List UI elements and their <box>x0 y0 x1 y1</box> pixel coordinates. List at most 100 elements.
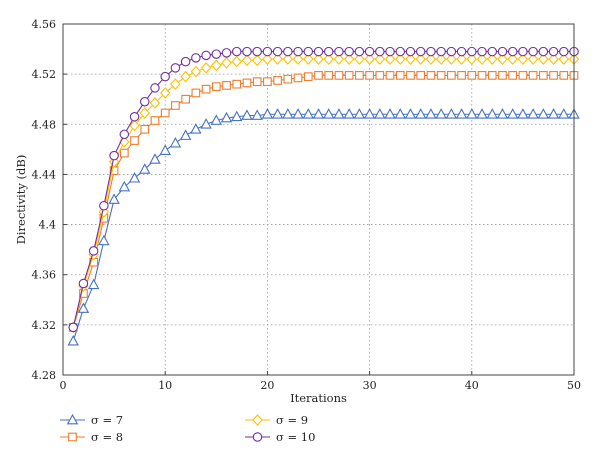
legend-item: σ = 7 <box>60 413 123 427</box>
y-axis-label: Directivity (dB) <box>14 155 28 245</box>
x-axis-ticks: 0 10 20 30 40 50 <box>60 371 581 392</box>
data-point <box>283 46 293 57</box>
data-point <box>220 111 233 123</box>
data-point <box>262 46 273 57</box>
y-tick-label: 4.28 <box>32 369 57 382</box>
data-point <box>67 335 79 346</box>
data-point <box>282 108 294 119</box>
data-point <box>232 79 242 89</box>
data-point <box>314 71 323 80</box>
legend-item: σ = 10 <box>245 430 315 444</box>
data-point <box>527 53 539 65</box>
y-tick-label: 4.32 <box>32 319 57 332</box>
data-point <box>201 50 211 61</box>
data-point <box>201 84 211 94</box>
data-point <box>190 65 202 78</box>
data-point <box>426 46 436 57</box>
data-point <box>160 71 170 82</box>
data-point <box>191 53 201 63</box>
data-point <box>150 116 160 125</box>
data-point <box>528 71 538 80</box>
data-point <box>558 108 570 119</box>
data-point <box>271 108 284 119</box>
data-point <box>170 63 181 73</box>
grid-lines <box>63 24 574 375</box>
y-axis-ticks: 4.28 4.32 4.36 4.4 4.44 4.48 4.52 4.56 <box>32 18 67 382</box>
data-point <box>169 136 182 148</box>
data-point <box>425 108 437 119</box>
data-point <box>496 108 509 119</box>
data-point <box>130 136 139 145</box>
data-point <box>139 107 150 119</box>
data-point <box>385 46 395 57</box>
data-point <box>344 46 354 57</box>
data-point <box>88 246 99 256</box>
data-point <box>425 53 437 65</box>
y-tick-label: 4.52 <box>32 68 57 81</box>
data-point <box>231 46 242 57</box>
series-4 <box>68 46 579 333</box>
data-point <box>364 53 375 65</box>
data-point <box>170 78 181 90</box>
data-point <box>181 94 190 104</box>
legend-item: σ = 9 <box>245 413 308 427</box>
data-point <box>467 46 477 57</box>
data-point <box>559 71 569 80</box>
legend-label: σ = 9 <box>276 413 308 427</box>
data-point <box>385 71 395 80</box>
data-point <box>334 46 344 57</box>
data-point <box>353 108 366 119</box>
data-point <box>179 129 192 140</box>
data-point <box>118 180 131 192</box>
data-point <box>455 108 468 119</box>
data-point <box>312 108 325 119</box>
x-tick-label: 10 <box>158 379 172 392</box>
data-point <box>119 148 129 158</box>
data-point <box>323 46 334 57</box>
data-point <box>119 129 130 140</box>
data-point <box>477 46 487 57</box>
data-point <box>77 302 90 313</box>
data-point <box>252 77 262 87</box>
y-tick-label: 4.56 <box>32 18 57 31</box>
data-point <box>364 46 375 57</box>
data-point <box>435 108 447 119</box>
data-point <box>303 53 314 65</box>
data-point <box>129 119 140 132</box>
x-tick-label: 50 <box>567 379 581 392</box>
data-point <box>549 71 558 80</box>
data-point <box>140 96 150 107</box>
data-point <box>241 54 253 67</box>
data-point <box>497 46 508 57</box>
data-point <box>171 101 180 110</box>
data-point <box>527 108 539 119</box>
data-point <box>292 108 304 119</box>
x-tick-label: 40 <box>465 379 479 392</box>
data-point <box>405 53 416 65</box>
data-point <box>518 46 528 57</box>
data-point <box>384 53 396 65</box>
data-point <box>457 71 466 80</box>
data-point <box>302 108 315 119</box>
data-point <box>343 108 355 119</box>
data-point <box>303 72 313 81</box>
data-point <box>139 163 151 174</box>
data-point <box>446 53 457 65</box>
data-point <box>415 53 426 65</box>
data-point <box>405 46 416 57</box>
data-point <box>191 88 201 98</box>
x-tick-label: 30 <box>363 379 377 392</box>
data-point <box>476 108 488 119</box>
data-point <box>292 53 304 65</box>
data-point <box>406 71 415 80</box>
legend: σ = 7 σ = 8 σ = 9 σ = 10 <box>60 413 315 444</box>
data-point <box>363 108 376 119</box>
data-point <box>149 153 161 164</box>
data-point <box>506 108 519 119</box>
data-point <box>374 108 386 119</box>
data-point <box>313 46 324 57</box>
data-point <box>160 108 170 118</box>
y-tick-label: 4.36 <box>32 269 57 282</box>
data-point <box>231 110 243 122</box>
